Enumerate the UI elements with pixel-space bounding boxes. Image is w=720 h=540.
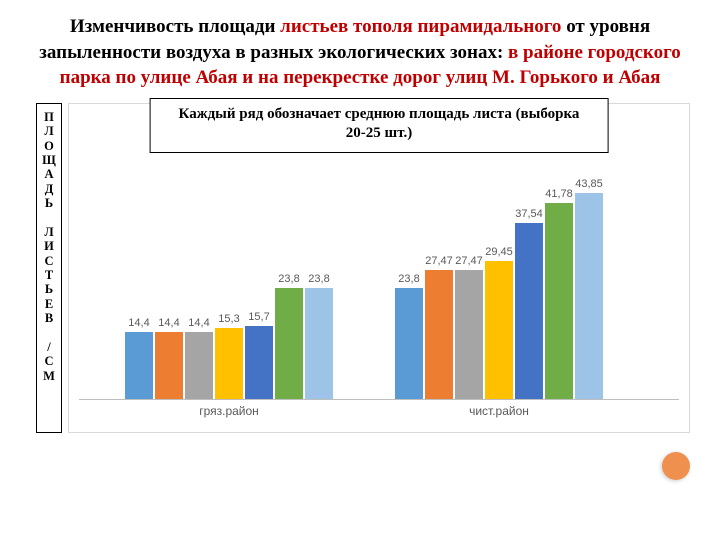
content-row: ПЛОЩАДЬ ЛИСТЬЕВ /СМ Каждый ряд обозначае… (0, 97, 720, 433)
bar (395, 288, 423, 400)
x-category-label: чист.район (469, 404, 529, 418)
bar (305, 288, 333, 400)
bar (275, 288, 303, 400)
bar (245, 326, 273, 400)
bar (575, 193, 603, 400)
bar-value-label: 43,85 (575, 178, 603, 190)
x-axis: гряз.район чист.район (79, 404, 679, 424)
y-axis-label: ПЛОЩАДЬ ЛИСТЬЕВ /СМ (36, 103, 62, 433)
decorative-circle (662, 452, 690, 480)
chart-subtitle: Каждый ряд обозначает среднюю площадь ли… (150, 98, 609, 153)
page-title: Изменчивость площади листьев тополя пира… (0, 0, 720, 97)
bar (125, 332, 153, 400)
bar (455, 270, 483, 400)
bar-value-label: 14,4 (128, 317, 149, 329)
bar (215, 328, 243, 400)
bar-value-label: 15,7 (248, 311, 269, 323)
bar (515, 223, 543, 400)
bar-value-label: 29,45 (485, 246, 513, 258)
bar-value-label: 37,54 (515, 208, 543, 220)
bar-value-label: 41,78 (545, 188, 573, 200)
bar-value-label: 23,8 (278, 273, 299, 285)
bar-group: 14,4 14,4 14,4 15,3 15,7 23,8 23,8 (125, 273, 333, 400)
bar-value-label: 27,47 (425, 255, 453, 267)
bar (155, 332, 183, 400)
bar (185, 332, 213, 400)
bar-value-label: 23,8 (308, 273, 329, 285)
bar (485, 261, 513, 400)
bar-value-label: 23,8 (398, 273, 419, 285)
bar-value-label: 14,4 (158, 317, 179, 329)
plot-area: 14,4 14,4 14,4 15,3 15,7 23,8 23,8 23,8 27,4727,… (79, 164, 679, 400)
bar-value-label: 15,3 (218, 313, 239, 325)
bar (425, 270, 453, 400)
bar-group: 23,827,4727,4729,4537,5441,7843,85 (395, 178, 603, 400)
chart-container: Каждый ряд обозначает среднюю площадь ли… (68, 103, 690, 433)
bar-value-label: 14,4 (188, 317, 209, 329)
bar-value-label: 27,47 (455, 255, 483, 267)
bar (545, 203, 573, 400)
x-category-label: гряз.район (199, 404, 259, 418)
